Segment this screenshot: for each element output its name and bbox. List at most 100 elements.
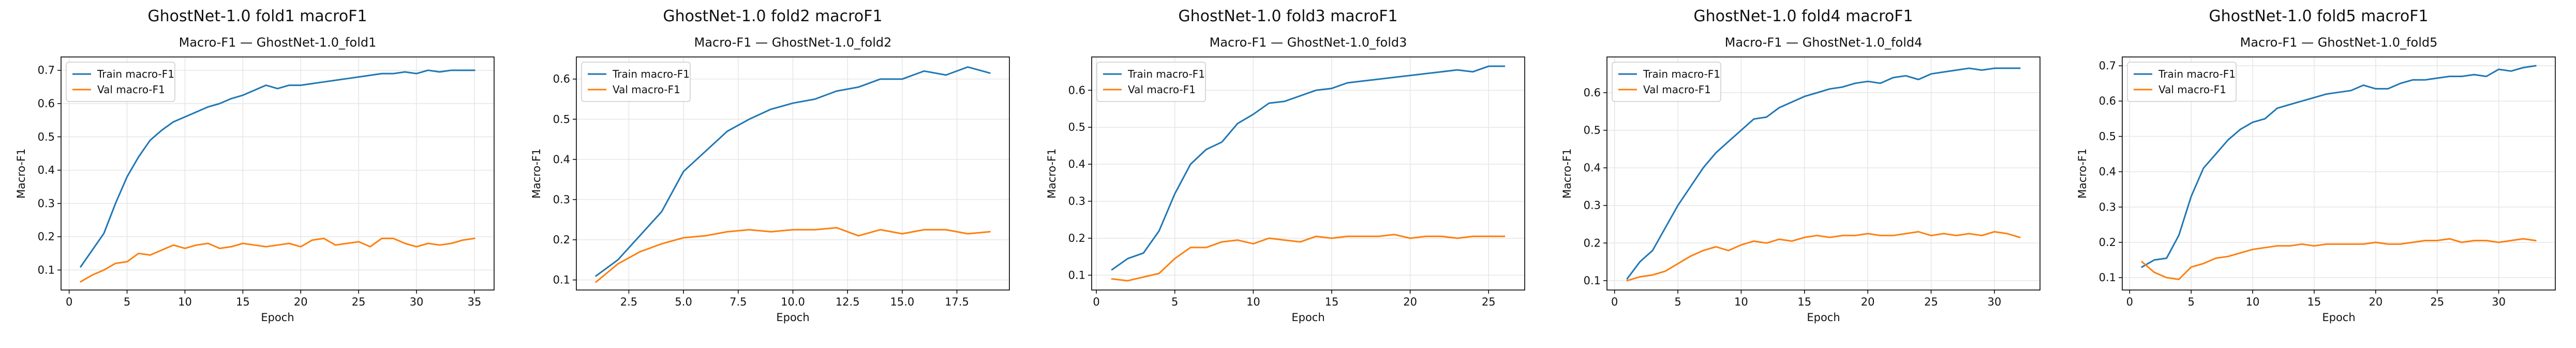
y-tick-label: 0.4 bbox=[38, 164, 55, 177]
line-chart: Macro-F1 — GhostNet-1.0_fold5 0 5 10 15 20 25 3… bbox=[2076, 35, 2556, 324]
series-line bbox=[1111, 65, 1506, 271]
y-axis-label: Macro-F1 bbox=[1046, 149, 1058, 199]
chart-panel: GhostNet-1.0 fold2 macroF1 Macro-F1 — Gho… bbox=[515, 0, 1030, 348]
series-line bbox=[79, 69, 475, 268]
x-tick-label: 5.0 bbox=[675, 296, 692, 308]
x-tick-label: 12.5 bbox=[836, 296, 860, 308]
y-axis-label: Macro-F1 bbox=[15, 149, 27, 199]
y-tick-label: 0.7 bbox=[38, 64, 55, 77]
plot-frame bbox=[576, 56, 1010, 291]
axes-title: Macro-F1 — GhostNet-1.0_fold5 bbox=[2240, 35, 2438, 50]
y-tick-label: 0.4 bbox=[1068, 158, 1085, 170]
series-line bbox=[79, 237, 475, 283]
plot-frame bbox=[61, 56, 495, 291]
y-tick-label: 0.1 bbox=[2099, 271, 2116, 284]
x-tick-label: 15 bbox=[236, 296, 250, 308]
y-tick-label: 0.6 bbox=[553, 73, 570, 85]
series-line bbox=[1111, 234, 1506, 282]
y-tick-label: 0.3 bbox=[2099, 201, 2116, 213]
x-axis-label: Epoch bbox=[1291, 311, 1324, 324]
series-line bbox=[594, 66, 991, 277]
y-tick-label: 0.7 bbox=[2099, 60, 2116, 72]
x-tick-label: 7.5 bbox=[729, 296, 747, 308]
line-chart: Macro-F1 — GhostNet-1.0_fold1 0 5 10 15 20 25 3… bbox=[15, 35, 495, 324]
legend: Train macro-F1 Val macro-F1 bbox=[2127, 62, 2237, 102]
legend-label: Train macro-F1 bbox=[1643, 68, 1720, 80]
y-tick-label: 0.5 bbox=[2099, 130, 2116, 142]
y-tick-label: 0.4 bbox=[2099, 166, 2116, 178]
series-line bbox=[1626, 67, 2021, 280]
legend-box bbox=[1096, 62, 1206, 102]
legend: Train macro-F1 Val macro-F1 bbox=[66, 62, 175, 102]
axes-title: Macro-F1 — GhostNet-1.0_fold1 bbox=[179, 35, 377, 50]
series-line bbox=[594, 227, 991, 283]
legend-label: Val macro-F1 bbox=[1128, 83, 1196, 96]
x-tick-label: 25 bbox=[2430, 296, 2444, 308]
y-tick-label: 0.1 bbox=[38, 264, 55, 276]
chart-panel: GhostNet-1.0 fold1 macroF1 Macro-F1 — Gho… bbox=[0, 0, 515, 348]
x-tick-label: 15 bbox=[2307, 296, 2321, 308]
x-tick-label: 5 bbox=[1674, 296, 1681, 308]
legend: Train macro-F1 Val macro-F1 bbox=[581, 62, 691, 102]
legend: Train macro-F1 Val macro-F1 bbox=[1612, 62, 1721, 102]
legend-label: Train macro-F1 bbox=[612, 68, 690, 80]
chart-panel: GhostNet-1.0 fold4 macroF1 Macro-F1 — Gho… bbox=[1546, 0, 2061, 348]
chart-panel: GhostNet-1.0 fold5 macroF1 Macro-F1 — Gho… bbox=[2061, 0, 2576, 348]
y-tick-label: 0.1 bbox=[1068, 269, 1085, 281]
legend-label: Val macro-F1 bbox=[2158, 83, 2226, 96]
y-tick-label: 0.6 bbox=[1584, 86, 1601, 99]
x-tick-label: 20 bbox=[1403, 296, 1417, 308]
x-axis-label: Epoch bbox=[776, 311, 809, 324]
legend-label: Val macro-F1 bbox=[97, 83, 165, 96]
x-tick-label: 10 bbox=[178, 296, 192, 308]
series-line bbox=[1626, 231, 2021, 282]
x-tick-label: 10 bbox=[2246, 296, 2260, 308]
y-tick-label: 0.4 bbox=[553, 153, 570, 166]
series-line bbox=[2140, 65, 2537, 268]
legend-label: Val macro-F1 bbox=[613, 83, 680, 96]
x-tick-label: 15 bbox=[1325, 296, 1339, 308]
x-tick-label: 0 bbox=[66, 296, 72, 308]
y-tick-label: 0.2 bbox=[1584, 237, 1601, 249]
axes-title: Macro-F1 — GhostNet-1.0_fold2 bbox=[694, 35, 892, 50]
x-tick-label: 15 bbox=[1797, 296, 1811, 308]
plot-frame bbox=[1606, 56, 2041, 291]
y-axis-label: Macro-F1 bbox=[1561, 149, 1573, 199]
legend-label: Val macro-F1 bbox=[1643, 83, 1711, 96]
line-chart: Macro-F1 — GhostNet-1.0_fold3 0 5 10 15 20 25 0… bbox=[1046, 35, 1525, 324]
figure-title: GhostNet-1.0 fold4 macroF1 bbox=[1693, 7, 1913, 25]
y-tick-label: 0.5 bbox=[38, 130, 55, 143]
x-tick-label: 20 bbox=[1861, 296, 1875, 308]
grid bbox=[576, 57, 1009, 290]
line-chart: Macro-F1 — GhostNet-1.0_fold4 0 5 10 15 20 25 3… bbox=[1561, 35, 2041, 324]
grid bbox=[1092, 57, 1525, 290]
plot-frame bbox=[1091, 56, 1525, 291]
legend-box bbox=[66, 62, 175, 102]
line-chart: Macro-F1 — GhostNet-1.0_fold2 2.5 5.0 7.5 10… bbox=[530, 35, 1010, 324]
y-tick-label: 0.5 bbox=[1584, 124, 1601, 137]
y-tick-label: 0.2 bbox=[38, 230, 55, 243]
chart-panel: GhostNet-1.0 fold3 macroF1 Macro-F1 — Gho… bbox=[1031, 0, 1545, 348]
y-tick-label: 0.1 bbox=[553, 274, 570, 286]
x-tick-label: 35 bbox=[468, 296, 482, 308]
y-tick-label: 0.3 bbox=[553, 193, 570, 206]
x-axis-label: Epoch bbox=[2322, 311, 2355, 324]
x-tick-label: 10 bbox=[1246, 296, 1260, 308]
y-axis-label: Macro-F1 bbox=[2076, 149, 2089, 199]
x-tick-label: 15.0 bbox=[890, 296, 914, 308]
y-tick-label: 0.6 bbox=[38, 97, 55, 110]
x-tick-label: 20 bbox=[2369, 296, 2383, 308]
legend-label: Train macro-F1 bbox=[1127, 68, 1205, 80]
legend-label: Train macro-F1 bbox=[2158, 68, 2236, 80]
x-tick-label: 30 bbox=[2492, 296, 2506, 308]
x-tick-label: 0 bbox=[1611, 296, 1618, 308]
legend-box bbox=[1612, 62, 1721, 102]
x-tick-label: 0 bbox=[2126, 296, 2133, 308]
figure-title: GhostNet-1.0 fold1 macroF1 bbox=[147, 7, 367, 25]
y-tick-label: 0.5 bbox=[1068, 121, 1085, 134]
x-tick-label: 10 bbox=[1734, 296, 1748, 308]
x-tick-label: 25 bbox=[352, 296, 366, 308]
y-tick-label: 0.2 bbox=[2099, 236, 2116, 249]
y-tick-label: 0.3 bbox=[1068, 195, 1085, 208]
plot-frame bbox=[2122, 56, 2556, 291]
